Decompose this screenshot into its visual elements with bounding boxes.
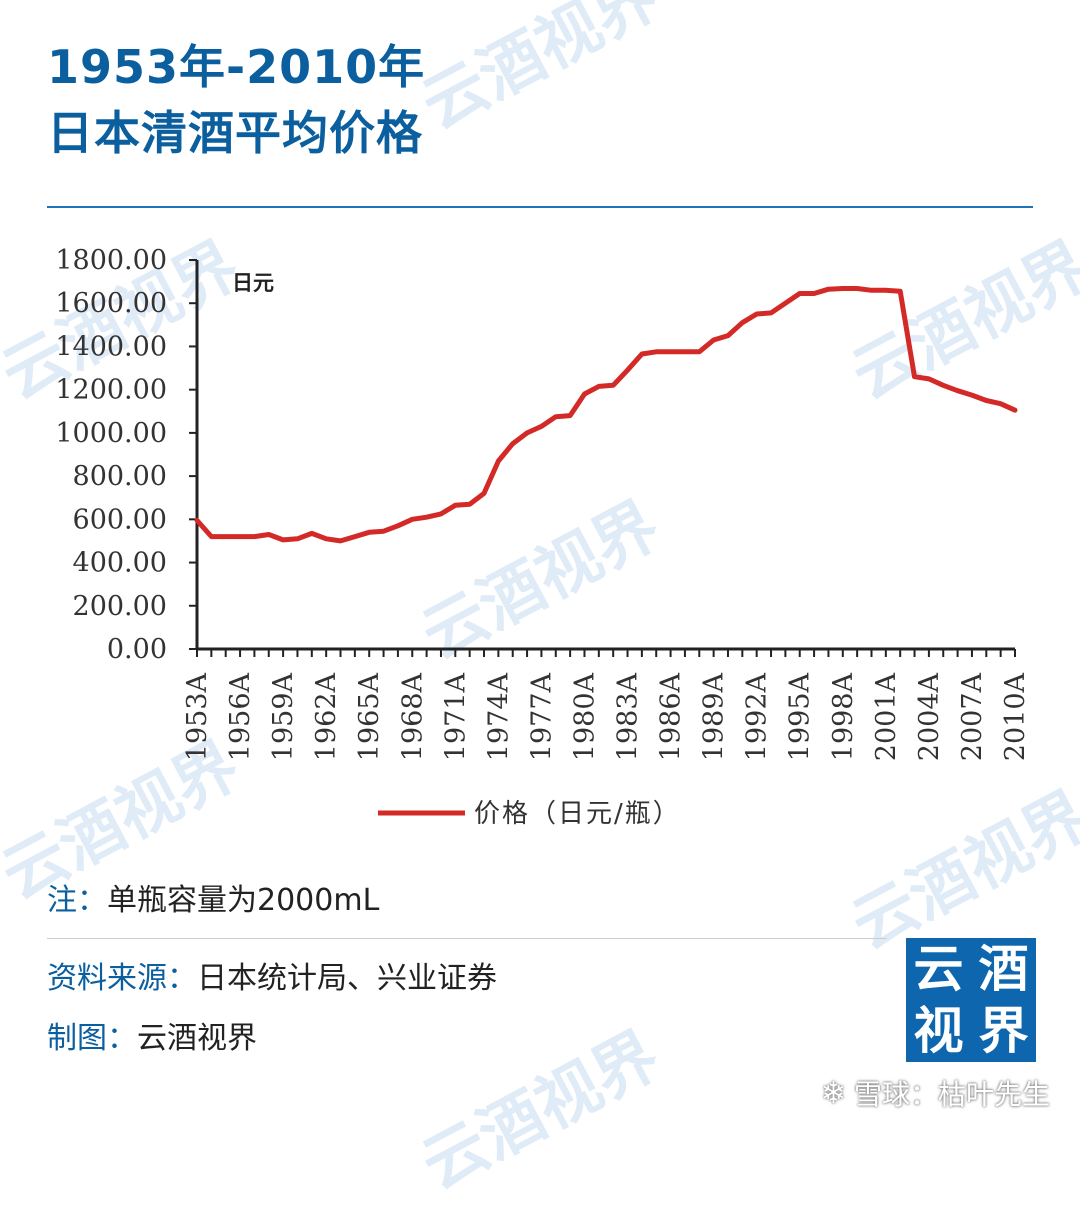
logo-char: 云 [913, 940, 964, 998]
source-text: 日本统计局、兴业证券 [197, 961, 497, 996]
x-tick-label: 1962A [311, 673, 342, 762]
credit-line: 制图：云酒视界 [47, 1015, 257, 1063]
x-tick-label: 1974A [483, 673, 514, 762]
logo-char: 界 [978, 1002, 1029, 1060]
y-tick-label: 1800.00 [55, 245, 167, 276]
x-tick-label: 1959A [268, 673, 299, 762]
legend: 价格（日元/瓶） [378, 799, 681, 829]
source-line: 资料来源：日本统计局、兴业证券 [47, 955, 497, 1003]
watermark: 云酒视界 [410, 0, 672, 145]
footer-attribution: ❄ 雪球：枯叶先生 [821, 1073, 1050, 1113]
note-text: 单瓶容量为2000mL [107, 883, 380, 918]
x-tick-label: 1953A [182, 673, 213, 762]
logo-char: 酒 [978, 940, 1029, 998]
x-tick-label: 1998A [828, 673, 859, 762]
credit-label: 制图： [47, 1021, 137, 1056]
watermark: 云酒视界 [410, 1018, 672, 1205]
x-tick-label: 1971A [440, 673, 471, 762]
y-tick-label: 1600.00 [55, 288, 167, 319]
y-tick-label: 1400.00 [55, 331, 167, 362]
x-tick-label: 1986A [656, 673, 687, 762]
title-line-2: 日本清酒平均价格 [47, 106, 423, 160]
x-tick-label: 1977A [526, 673, 557, 762]
y-tick-label: 1200.00 [55, 375, 167, 406]
title-line-1: 1953年-2010年 [47, 40, 426, 94]
y-tick-label: 400.00 [73, 548, 167, 579]
x-tick-label: 2010A [1000, 673, 1031, 762]
page-title: 1953年-2010年 日本清酒平均价格 [47, 34, 425, 166]
notes-divider [47, 938, 887, 939]
footer-text: 雪球：枯叶先生 [853, 1078, 1050, 1111]
x-tick-label: 1983A [613, 673, 644, 762]
x-tick-label: 2007A [957, 673, 988, 762]
y-tick-label: 800.00 [73, 461, 167, 492]
y-tick-label: 0.00 [107, 634, 167, 665]
y-tick-label: 600.00 [73, 504, 167, 535]
x-tick-label: 1968A [397, 673, 428, 762]
line-chart: 0.00 200.00 400.00 600.00 800.00 1000.00 1200.… [55, 245, 1031, 829]
x-tick-label: 1992A [742, 673, 773, 762]
x-tick-label: 1980A [569, 673, 600, 762]
note-label: 注： [47, 883, 107, 918]
x-tick-label: 1965A [354, 673, 385, 762]
x-tick-label: 2001A [871, 673, 902, 762]
note: 注：单瓶容量为2000mL [47, 877, 379, 925]
x-tick-label: 1989A [699, 673, 730, 762]
source-label: 资料来源： [47, 961, 197, 996]
series-line-price [194, 286, 1018, 544]
x-tick-label: 2004A [914, 673, 945, 762]
x-tick-label: 1995A [785, 673, 816, 762]
x-axis: 1953A 1956A 1959A 1962A 1965A 1968A 1971A 1974A… [182, 649, 1031, 761]
legend-label: 价格（日元/瓶） [474, 799, 681, 829]
y-axis: 0.00 200.00 400.00 600.00 800.00 1000.00 1200.… [55, 245, 197, 665]
series-layer [194, 286, 1018, 544]
title-divider [47, 206, 1033, 208]
snowball-icon: ❄ [820, 1075, 846, 1111]
credit-text: 云酒视界 [137, 1021, 257, 1056]
y-tick-label: 200.00 [73, 591, 167, 622]
brand-logo: 云 酒 视 界 [906, 938, 1036, 1062]
x-tick-label: 1956A [225, 673, 256, 762]
y-tick-label: 1000.00 [55, 418, 167, 449]
y-unit-label: 日元 [232, 271, 274, 295]
logo-char: 视 [913, 1002, 964, 1060]
